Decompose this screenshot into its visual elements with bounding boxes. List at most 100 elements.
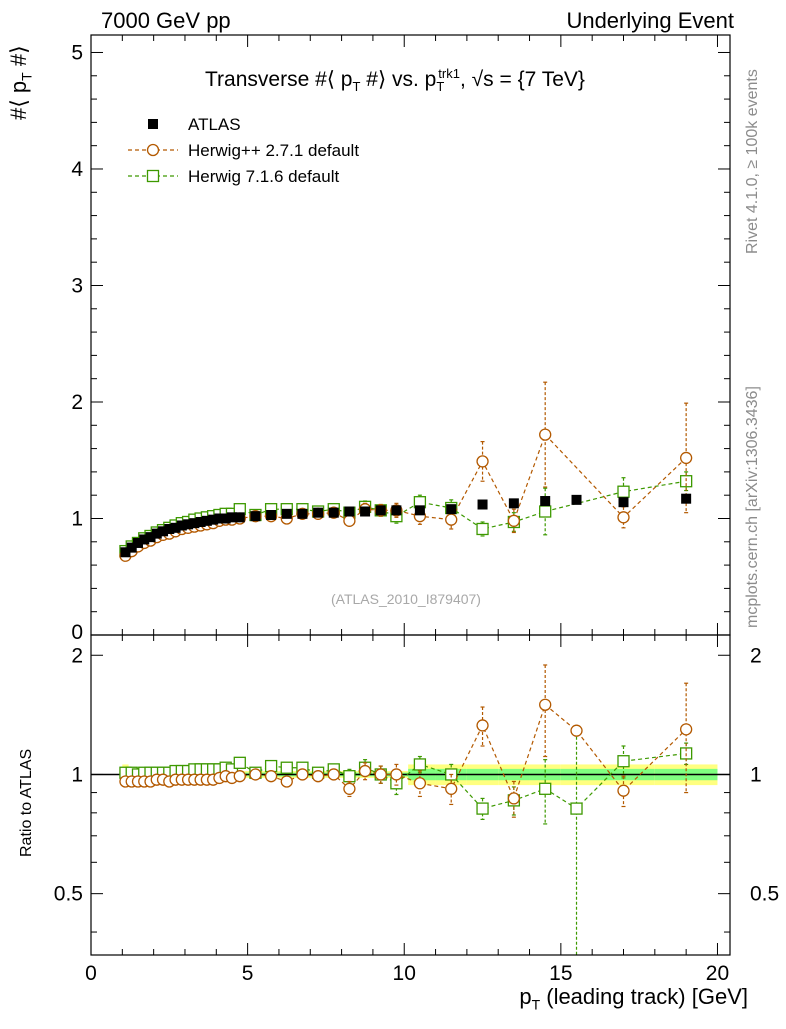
atlas-point bbox=[139, 534, 150, 545]
herwigpp-ratio-point bbox=[476, 719, 489, 732]
rivet-version-text: Rivet 4.1.0, ≥ 100k events bbox=[744, 69, 761, 254]
ratio-tick-label-left: 1 bbox=[71, 763, 83, 786]
herwig7-ratio-point bbox=[343, 770, 356, 783]
herwigpp-ratio-point bbox=[617, 784, 630, 797]
ratio-tick-label-right: 0.5 bbox=[750, 883, 779, 906]
legend: ATLAS Herwig++ 2.7.1 default Herwig 7.1.6 … bbox=[128, 115, 359, 186]
herwigpp-ratio-point bbox=[249, 768, 262, 781]
legend-marker bbox=[146, 169, 160, 183]
axes-frame: 0 5 10 15 20 1 2 3 4 5 0 0.5 0.5 1 1 2 2 bbox=[54, 34, 779, 985]
herwig7-ratio-point bbox=[476, 802, 489, 815]
herwigpp-ratio-point bbox=[264, 770, 278, 783]
herwig7-ratio-point bbox=[264, 759, 278, 773]
x-tick-label: 10 bbox=[393, 962, 416, 985]
herwigpp-ratio-point bbox=[507, 792, 521, 805]
herwigpp-ratio-point bbox=[280, 775, 293, 788]
atlas-point bbox=[250, 511, 261, 522]
chart-title: Transverse #⟨ pT #⟩ vs. pTtrk1, √s = {7 … bbox=[205, 66, 585, 95]
herwigpp-point bbox=[476, 455, 489, 468]
atlas-point bbox=[151, 528, 162, 539]
x-tick-label: 20 bbox=[706, 962, 729, 985]
legend-label: Herwig 7.1.6 default bbox=[188, 167, 339, 186]
ratio-axis-label: Ratio to ATLAS bbox=[18, 748, 35, 857]
atlas-point bbox=[618, 497, 629, 508]
y-tick-label: 0 bbox=[71, 621, 83, 644]
legend-label: ATLAS bbox=[188, 115, 241, 134]
herwigpp-ratio-point bbox=[374, 768, 387, 781]
y-tick-label: 5 bbox=[71, 41, 83, 64]
ratio-tick-label-right: 1 bbox=[750, 763, 762, 786]
atlas-point bbox=[391, 505, 402, 516]
atlas-point bbox=[132, 537, 143, 548]
y-tick-label: 4 bbox=[71, 158, 83, 181]
atlas-point bbox=[201, 515, 212, 526]
herwig7-point bbox=[476, 522, 489, 536]
atlas-point bbox=[208, 514, 219, 525]
atlas-point bbox=[120, 547, 131, 558]
atlas-point bbox=[126, 542, 137, 553]
y-tick-label: 3 bbox=[71, 274, 83, 297]
herwigpp-point bbox=[445, 513, 458, 526]
herwig7-ratio-point bbox=[570, 802, 583, 815]
atlas-point bbox=[220, 513, 231, 524]
herwigpp-ratio-point bbox=[570, 724, 583, 737]
main-panel-frame bbox=[90, 34, 731, 636]
atlas-point bbox=[313, 507, 324, 518]
atlas-point bbox=[328, 507, 339, 518]
herwigpp-point bbox=[679, 451, 693, 465]
y-tick-label: 2 bbox=[71, 391, 83, 414]
herwig7-ratio-point bbox=[413, 758, 427, 771]
herwigpp-ratio-point bbox=[233, 770, 246, 783]
atlas-point bbox=[414, 505, 425, 516]
herwigpp-ratio-point bbox=[343, 782, 356, 795]
ratio-series-layer bbox=[119, 664, 693, 955]
atlas-point bbox=[145, 532, 156, 543]
atlas-point bbox=[195, 516, 206, 527]
ratio-tick-label-left: 0.5 bbox=[54, 883, 83, 906]
atlas-point bbox=[158, 526, 169, 537]
ratio-panel-frame bbox=[90, 634, 731, 956]
herwigpp-ratio-point bbox=[296, 768, 309, 781]
herwigpp-ratio-point bbox=[311, 770, 325, 783]
legend-label: Herwig++ 2.7.1 default bbox=[188, 141, 359, 160]
atlas-point bbox=[164, 523, 175, 534]
herwigpp-ratio-point bbox=[445, 782, 458, 795]
analysis-watermark: (ATLAS_2010_I879407) bbox=[331, 591, 481, 607]
mcplots-credit-text: mcplots.cern.ch [arXiv:1306.3436] bbox=[744, 386, 761, 628]
herwig7-ratio-point bbox=[280, 761, 293, 774]
y-tick-label: 1 bbox=[71, 507, 83, 530]
atlas-point bbox=[176, 520, 187, 531]
atlas-point bbox=[170, 522, 181, 533]
x-axis-label: pT (leading track) [GeV] bbox=[519, 984, 748, 1013]
herwigpp-point bbox=[343, 514, 356, 527]
atlas-point bbox=[189, 518, 200, 529]
atlas-point bbox=[183, 519, 194, 530]
x-tick-label: 0 bbox=[85, 962, 97, 985]
atlas-point bbox=[375, 505, 386, 516]
herwigpp-ratio-point bbox=[327, 768, 340, 781]
herwigpp-ratio-point bbox=[413, 777, 427, 790]
herwigpp-line bbox=[125, 433, 687, 557]
atlas-point bbox=[360, 506, 371, 517]
atlas-point bbox=[226, 512, 237, 523]
legend-marker bbox=[146, 143, 160, 157]
x-tick-label: 5 bbox=[242, 962, 254, 985]
herwigpp-ratio-point bbox=[390, 768, 403, 781]
atlas-point bbox=[297, 508, 308, 519]
herwigpp-point bbox=[617, 511, 630, 524]
atlas-point bbox=[508, 498, 519, 509]
atlas-point bbox=[214, 513, 225, 524]
herwig7-ratio-point bbox=[617, 755, 630, 768]
herwigpp-ratio-point bbox=[358, 764, 372, 778]
atlas-point bbox=[571, 494, 582, 505]
herwigpp-ratio-point bbox=[679, 723, 693, 736]
herwig7-point bbox=[617, 485, 630, 498]
atlas-point bbox=[477, 499, 488, 510]
herwigpp-point bbox=[539, 428, 552, 441]
herwigpp-ratio-point bbox=[539, 698, 552, 711]
ratio-tick-label-right: 2 bbox=[750, 644, 762, 667]
herwig7-point bbox=[539, 505, 552, 518]
y-axis-label: #⟨ pT #⟩ bbox=[6, 45, 35, 120]
